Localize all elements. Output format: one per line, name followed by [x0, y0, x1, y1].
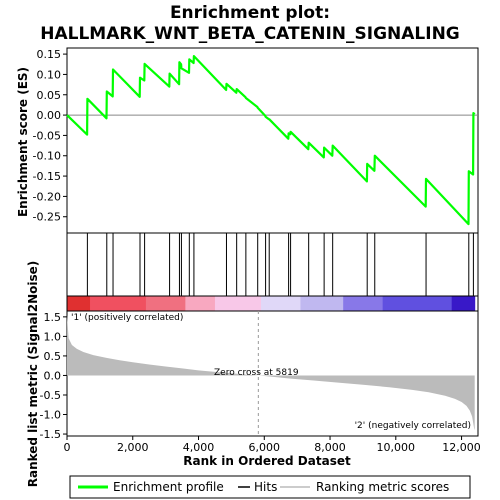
x-tick-label: 12,000: [442, 441, 481, 454]
chart-subtitle: HALLMARK_WNT_BETA_CATENIN_SIGNALING: [40, 24, 460, 44]
metric-tick-label: 0.5: [44, 350, 62, 363]
x-tick-label: 6,000: [249, 441, 281, 454]
hits-panel: [66, 232, 479, 297]
x-axis-label: Rank in Ordered Dataset: [183, 454, 351, 468]
heatmap-bar: [66, 295, 479, 312]
legend-box: [69, 475, 471, 499]
legend-profile-label: Enrichment profile: [113, 480, 224, 494]
chart-title: Enrichment plot:: [170, 3, 330, 23]
es-axis-label: Enrichment score (ES): [16, 67, 30, 217]
legend-hits-label: Hits: [254, 480, 277, 494]
es-tick-label: 0.00: [37, 109, 62, 122]
heat-segment: [260, 296, 301, 311]
negative-label: '2' (negatively correlated): [355, 421, 471, 431]
enrichment-profile-line: [66, 54, 476, 226]
metric-tick-label: -1.5: [40, 428, 61, 441]
es-tick-label: -0.10: [33, 150, 61, 163]
positive-label: '1' (positively correlated): [71, 313, 183, 323]
metric-panel: 1.5 1.0 0.5 0.0 -0.5 -1.0 -1.50 2,000 4,000 6,000…: [40, 310, 481, 454]
heat-segment: [90, 296, 147, 311]
x-tick-label: 4,000: [183, 441, 215, 454]
legend: Enrichment profile Hits Ranking metric s…: [69, 475, 471, 499]
metric-tick-label: 1.0: [44, 330, 62, 343]
x-tick-label: 0: [64, 441, 71, 454]
x-tick-label: 2,000: [117, 441, 149, 454]
heat-segment: [343, 296, 384, 311]
metric-tick-label: -1.0: [40, 409, 61, 422]
es-tick-label: -0.05: [33, 129, 61, 142]
es-tick-label: -0.15: [33, 170, 61, 183]
zero-cross-label: Zero cross at 5819: [214, 368, 299, 378]
es-plot-frame: [66, 47, 479, 234]
metric-axis-label: Ranked list metric (Signal2Noise): [26, 261, 40, 488]
heat-segment: [300, 296, 344, 311]
es-tick-label: 0.05: [37, 89, 62, 102]
metric-tick-label: -0.5: [40, 389, 61, 402]
heat-segment: [145, 296, 186, 311]
x-tick-label: 8,000: [314, 441, 346, 454]
es-panel: 0.15 0.10 0.05 0.00 -0.05 -0.10 -0.15 -0.20 -0.2…: [33, 47, 479, 234]
heat-segment: [451, 296, 476, 311]
heat-segment: [382, 296, 453, 311]
heat-segment: [67, 296, 91, 311]
heat-segment: [214, 296, 262, 311]
metric-tick-label: 1.5: [44, 311, 62, 324]
legend-metric-label: Ranking metric scores: [316, 480, 449, 494]
metric-tick-label: 0.0: [44, 369, 62, 382]
es-tick-label: 0.15: [37, 48, 62, 61]
es-tick-label: 0.10: [37, 68, 62, 81]
hits-frame: [66, 232, 479, 297]
es-tick-label: -0.20: [33, 190, 61, 203]
es-tick-label: -0.25: [33, 211, 61, 224]
ranked-metric-area: [67, 314, 475, 431]
heat-segment: [185, 296, 216, 311]
x-tick-label: 10,000: [377, 441, 416, 454]
